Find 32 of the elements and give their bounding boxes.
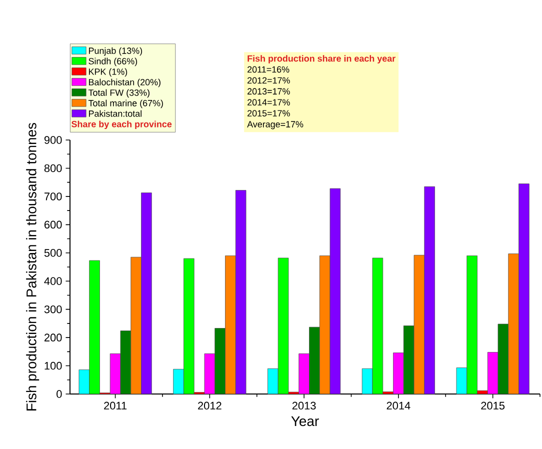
text: 2015=17% [248, 110, 290, 116]
y-tick-label: 200 [44, 334, 62, 342]
x-tick-label: 2012 [198, 402, 222, 410]
text: 2011=16% [248, 66, 290, 73]
y-tick-label: 700 [44, 192, 62, 200]
y-tick-label: 400 [44, 277, 62, 285]
legend-label: KPK (1%) [88, 68, 128, 77]
y-tick-label: 800 [44, 164, 62, 172]
x-tick-label: 2011 [104, 402, 127, 410]
text: Average=17% [247, 121, 304, 130]
x-tick-label: 2014 [386, 402, 410, 410]
y-axis-title: Fish production in Pakistan in thousand tonnes [26, 122, 40, 410]
text: Fish production share in each year [248, 55, 396, 64]
text: 2013=17% [248, 88, 290, 95]
y-tick-label: 0 [56, 390, 62, 398]
legend-label: Total marine (67%) [88, 100, 163, 108]
y-tick-label: 100 [44, 362, 62, 370]
text: 2012=17% [248, 77, 290, 84]
legend-label: Punjab (13%) [88, 47, 142, 56]
legend-label: Pakistan:total [88, 110, 142, 117]
text: 2014=17% [248, 99, 290, 106]
legend-label: Balochistan (20%) [88, 78, 160, 88]
y-tick-label: 300 [44, 305, 62, 314]
y-tick-label: 500 [44, 249, 62, 257]
legend-label: Total FW (33%) [88, 89, 150, 98]
x-axis-title: Year [291, 416, 319, 426]
x-tick-label: 2013 [292, 402, 316, 410]
legend-title: Share by each province [72, 120, 172, 130]
y-tick-label: 600 [44, 220, 62, 229]
y-tick-label: 900 [44, 136, 62, 144]
x-tick-label: 2015 [481, 402, 505, 410]
legend-label: Sindh (66%) [88, 58, 138, 66]
